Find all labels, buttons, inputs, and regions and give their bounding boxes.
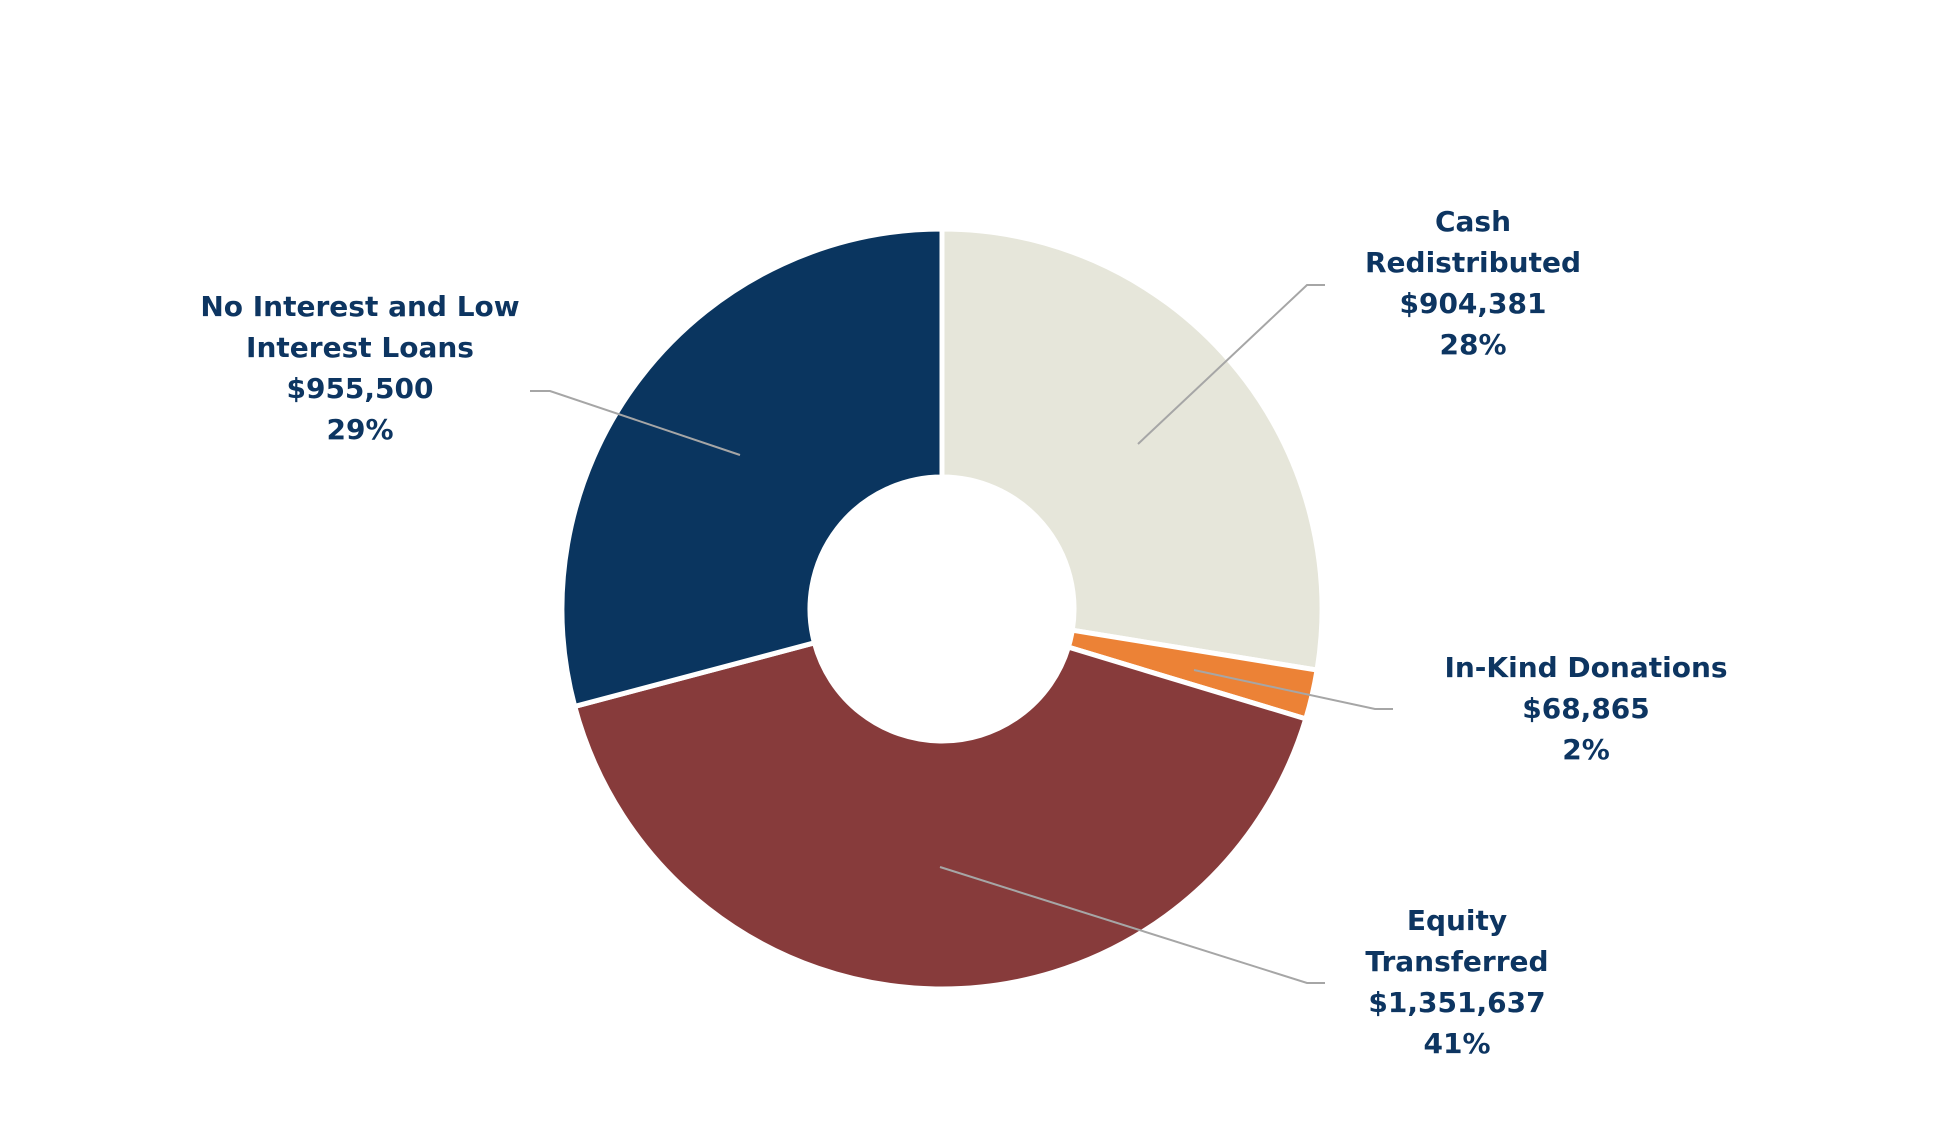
leader-line [1193,669,1393,710]
slice-percent: 28% [1439,328,1507,361]
slice-value: $904,381 [1399,287,1547,320]
slice-percent: 41% [1423,1027,1491,1060]
slice-percent: 29% [326,413,394,446]
slice-value: $1,351,637 [1368,986,1546,1019]
slice-name: Cash Redistributed [1364,205,1582,279]
leader-line [530,390,741,456]
data-label: In-Kind Donations $68,865 2% [1376,647,1796,770]
donut-slice [571,639,1309,992]
slice-name: No Interest and Low Interest Loans [200,290,520,364]
slice-percent: 2% [1562,733,1610,766]
data-label: No Interest and Low Interest Loans $955,5… [195,286,525,450]
slice-value: $955,500 [286,372,434,405]
leader-line [939,866,1325,984]
donut-slice [559,226,945,710]
slice-value: $68,865 [1522,692,1650,725]
slice-name: Equity Transferred [1365,904,1549,978]
leader-line [1137,284,1325,445]
data-label: Cash Redistributed $904,381 28% [1328,201,1618,365]
data-label: Equity Transferred $1,351,637 41% [1327,900,1587,1064]
donut-slice [939,226,1325,673]
slice-name: In-Kind Donations [1444,651,1728,684]
